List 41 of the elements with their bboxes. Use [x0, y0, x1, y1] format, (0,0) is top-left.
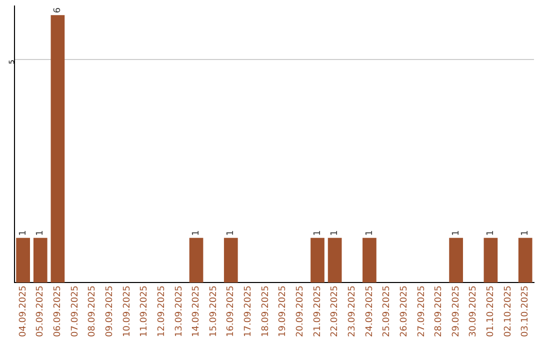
x-tick-label: 04.09.2025: [18, 285, 28, 337]
data-label: 1: [451, 230, 462, 236]
x-tick-label: 28.09.2025: [434, 285, 444, 337]
x-tick-label: 23.09.2025: [347, 285, 358, 337]
x-tick-label: 15.09.2025: [208, 285, 219, 337]
data-label: 1: [520, 230, 531, 236]
x-tick-label: 24.09.2025: [364, 285, 375, 337]
x-tick-label: 09.09.2025: [105, 285, 116, 337]
x-tick-label: 13.09.2025: [174, 285, 184, 337]
x-tick-label: 30.09.2025: [468, 285, 479, 337]
x-tick-label: 25.09.2025: [382, 285, 392, 337]
x-tick-label: 07.09.2025: [70, 285, 80, 337]
x-tick-label: 01.10.2025: [486, 285, 496, 337]
x-tick-label: 11.09.2025: [140, 285, 150, 337]
data-label: 1: [192, 230, 202, 236]
x-tick-label: 17.09.2025: [244, 285, 254, 337]
data-label: 1: [226, 230, 236, 236]
x-tick-label: 27.09.2025: [416, 285, 427, 337]
x-tick-label: 19.09.2025: [278, 285, 288, 337]
data-label: 1: [364, 230, 375, 236]
data-label: 1: [18, 230, 28, 236]
x-tick-label: 06.09.2025: [53, 285, 64, 337]
data-label: 1: [36, 230, 46, 236]
x-tick-label: 20.09.2025: [296, 285, 306, 337]
x-tick-label: 14.09.2025: [192, 285, 202, 337]
x-tick-label: 26.09.2025: [399, 285, 410, 337]
x-tick-label: 21.09.2025: [312, 285, 323, 337]
x-tick-label: 12.09.2025: [156, 285, 167, 337]
x-tick-label: 16.09.2025: [226, 285, 236, 337]
x-tick-label: 02.10.2025: [503, 285, 514, 337]
x-tick-label: 03.10.2025: [520, 285, 531, 337]
x-tick-label: 05.09.2025: [36, 285, 46, 337]
data-label: 1: [312, 230, 323, 236]
x-tick-label: 10.09.2025: [122, 285, 132, 337]
data-label: 1: [486, 230, 496, 236]
data-label: 6: [53, 7, 64, 14]
x-tick-label: 29.09.2025: [451, 285, 462, 337]
x-tick-label: 08.09.2025: [88, 285, 98, 337]
x-tick-label: 22.09.2025: [330, 285, 340, 337]
x-tick-label: 18.09.2025: [260, 285, 271, 337]
data-label: 1: [330, 230, 340, 236]
